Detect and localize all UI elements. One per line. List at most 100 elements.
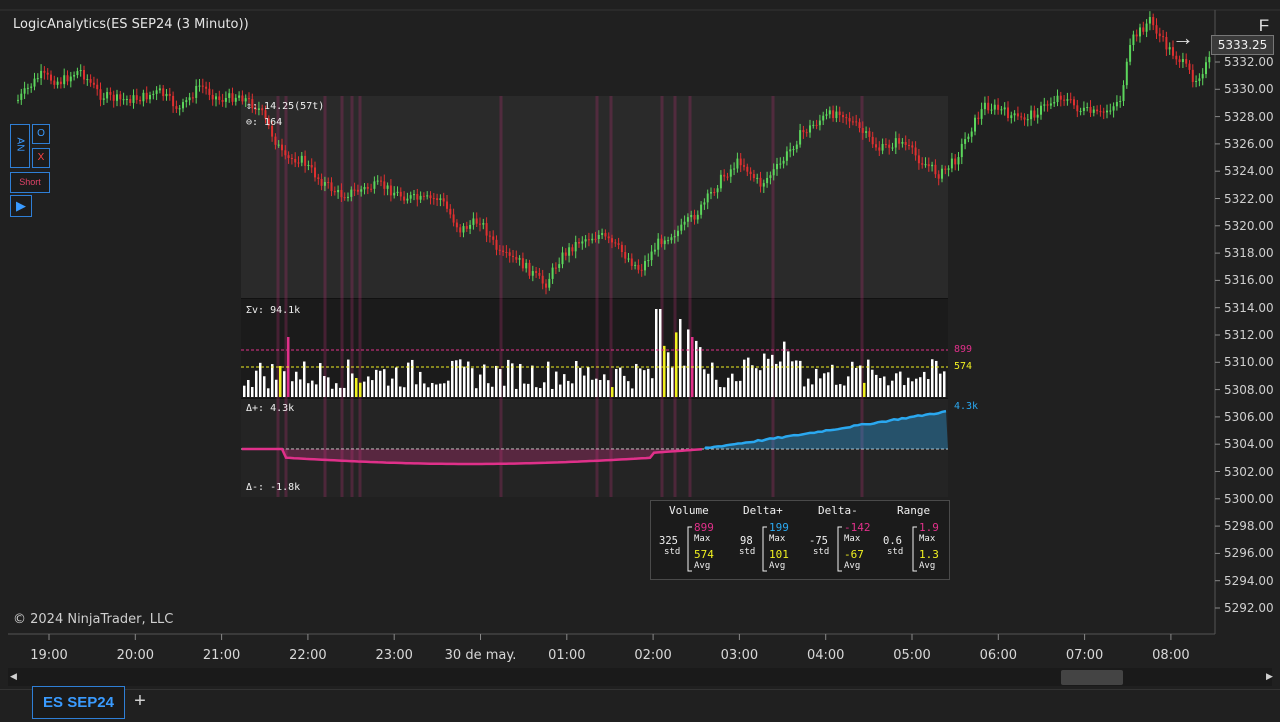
volume-bar <box>831 364 834 397</box>
candle-body <box>198 85 201 87</box>
add-tab-button[interactable]: + <box>134 690 146 712</box>
candle-body <box>772 169 775 176</box>
candle-body <box>640 269 643 271</box>
candle-body <box>1046 104 1049 106</box>
volume-bar <box>439 383 442 397</box>
candle-body <box>1056 95 1059 103</box>
range-max-value: 1.9 <box>919 521 939 534</box>
candle-body <box>386 185 389 189</box>
stats-header-delta-plus: Delta+ <box>743 504 783 517</box>
candle-body <box>898 138 901 144</box>
price-axis-label: 5320.00 <box>1224 218 1274 233</box>
volume-std-value: 325 <box>659 535 678 547</box>
volume-bar <box>611 387 614 397</box>
candle-body <box>1079 111 1082 113</box>
candle-body <box>1040 105 1042 115</box>
volume-bar <box>303 361 306 397</box>
candle-body <box>251 99 254 109</box>
candle-body <box>1086 106 1089 108</box>
candle-body <box>713 192 716 194</box>
candle-body <box>389 185 392 196</box>
candle-body <box>1198 78 1201 82</box>
candle-body <box>485 223 488 236</box>
candle-body <box>851 121 854 123</box>
price-axis-label: 5324.00 <box>1224 164 1274 179</box>
o-button[interactable]: O <box>32 124 50 144</box>
candle-body <box>726 176 729 178</box>
volume-bar <box>619 367 622 397</box>
candle-body <box>884 143 887 145</box>
candle-body <box>983 102 986 110</box>
candle-body <box>422 195 425 197</box>
volume-bar <box>759 370 762 397</box>
volume-bar <box>591 379 594 397</box>
candle-body <box>446 201 448 209</box>
candle-body <box>997 104 1000 110</box>
highlight-column <box>688 96 692 497</box>
candle-body <box>878 147 881 151</box>
candle-body <box>551 267 554 279</box>
short-button[interactable]: Short <box>10 172 50 193</box>
volume-bar <box>851 361 854 397</box>
candle-body <box>1155 25 1158 34</box>
volume-bar <box>863 382 866 397</box>
scrollbar-thumb <box>1061 670 1123 685</box>
candle-body <box>1195 81 1198 83</box>
volume-bar <box>559 384 562 397</box>
candle-body <box>218 96 221 101</box>
scroll-left-icon[interactable]: ◀ <box>10 671 17 681</box>
delta-minus-max-label: Max <box>844 534 861 544</box>
play-icon[interactable]: ▶ <box>10 195 32 217</box>
arrow-right-icon[interactable]: → <box>1172 25 1194 50</box>
volume-bar <box>567 380 570 397</box>
candle-body <box>568 247 571 256</box>
candle-body <box>660 238 663 245</box>
candle-body <box>340 189 343 198</box>
volume-bar <box>343 387 346 397</box>
volume-bar <box>595 378 598 397</box>
candle-body <box>571 247 574 252</box>
volume-bar <box>627 381 630 397</box>
candle-body <box>987 102 990 111</box>
volume-bar <box>307 383 310 397</box>
volume-bar <box>247 379 250 397</box>
volume-bar <box>731 373 734 397</box>
candle-body <box>990 109 993 111</box>
volume-bar <box>539 388 542 397</box>
candle-body <box>502 250 505 252</box>
candle-body <box>56 81 59 85</box>
candle-body <box>1178 59 1181 63</box>
time-axis-label: 19:00 <box>30 648 68 663</box>
candle-body <box>799 130 802 145</box>
scroll-right-icon[interactable]: ▶ <box>1266 671 1273 681</box>
candle-body <box>1069 99 1072 101</box>
an-button[interactable]: AN <box>10 124 30 168</box>
candle-body <box>762 183 765 187</box>
candle-body <box>993 104 996 110</box>
candle-body <box>667 240 670 242</box>
candle-body <box>937 174 940 179</box>
x-button[interactable]: X <box>32 148 50 168</box>
volume-bar <box>503 385 506 397</box>
candle-body <box>680 224 683 231</box>
price-axis-label: 5314.00 <box>1224 300 1274 315</box>
volume-bar <box>943 371 946 397</box>
time-axis-label: 05:00 <box>893 648 931 663</box>
candle-body <box>337 189 340 193</box>
candle-body <box>967 136 970 140</box>
f-button[interactable]: F <box>1258 16 1270 35</box>
candle-body <box>310 165 313 168</box>
candle-body <box>561 252 564 265</box>
volume-bar <box>487 383 490 397</box>
candle-body <box>1030 110 1033 120</box>
candle-body <box>73 75 76 77</box>
candle-body <box>149 94 151 100</box>
candle-body <box>512 255 514 257</box>
volume-bar <box>647 368 650 397</box>
volume-bar <box>327 377 330 397</box>
overlay-price-panel <box>241 96 948 298</box>
volume-bar <box>351 373 354 397</box>
tab-es-sep24[interactable]: ES SEP24 <box>32 686 125 719</box>
candle-body <box>221 100 224 102</box>
